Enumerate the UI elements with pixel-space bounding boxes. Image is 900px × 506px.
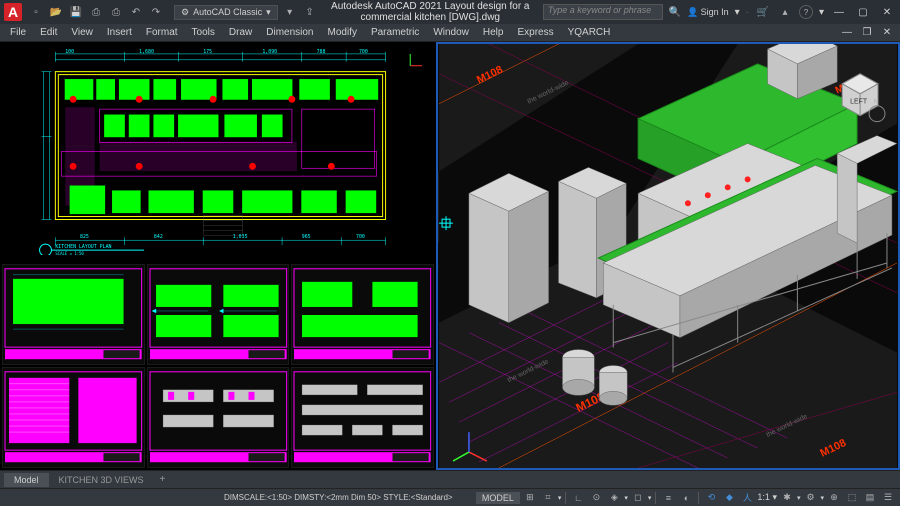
quick-access-toolbar: ▫ 📂 💾 ⎙ ⎙ ↶ ↷ ⚙AutoCAD Classic▾ ▾ ⇪ [28,4,318,20]
lineweight-icon[interactable]: ≡ [660,491,676,505]
iso-icon[interactable]: ◈ [606,491,622,505]
annotation-monitor-icon[interactable]: ⊕ [826,491,842,505]
svg-text:N: N [874,100,878,106]
sheet-thumb-1[interactable] [2,264,145,365]
menu-tools[interactable]: Tools [186,26,221,39]
3dosnap-icon[interactable]: ◆ [721,491,737,505]
sheet-thumb-4[interactable] [2,367,145,468]
dynucs-icon[interactable]: 人 [739,491,755,505]
svg-text:175: 175 [203,49,212,55]
plan-viewport[interactable]: 100 1,680 175 1,090 788 700 [0,42,436,262]
redo-icon[interactable]: ↷ [148,4,164,20]
svg-text:1,680: 1,680 [139,49,154,55]
svg-text:825: 825 [80,234,89,240]
snap-icon[interactable]: ⌗ [540,491,556,505]
polar-icon[interactable]: ⊙ [588,491,604,505]
layout-tabs: Model KITCHEN 3D VIEWS + [0,470,900,488]
menu-dimension[interactable]: Dimension [260,26,319,39]
workspace-dropdown[interactable]: ⚙AutoCAD Classic▾ [174,5,278,20]
a360-icon[interactable]: ▴ [777,4,793,20]
menu-edit[interactable]: Edit [34,26,63,39]
svg-text:SCALE = 1:50: SCALE = 1:50 [55,251,84,255]
tab-model[interactable]: Model [4,473,49,487]
menubar: File Edit View Insert Format Tools Draw … [0,24,900,42]
left-viewport-group: 100 1,680 175 1,090 788 700 [0,42,436,470]
svg-text:KITCHEN LAYOUT PLAN: KITCHEN LAYOUT PLAN [55,244,111,250]
app-logo[interactable]: A [4,3,22,21]
sheet-thumb-3[interactable] [291,264,434,365]
units-icon[interactable]: ⬚ [844,491,860,505]
titlebar: A ▫ 📂 💾 ⎙ ⎙ ↶ ↷ ⚙AutoCAD Classic▾ ▾ ⇪ Au… [0,0,900,24]
appstore-icon[interactable]: 🛒 [755,4,771,20]
cycling-icon[interactable]: ⟲ [703,491,719,505]
window-title: Autodesk AutoCAD 2021 Layout design for … [318,1,543,23]
search-icon[interactable]: 🔍 [669,7,681,18]
menu-express[interactable]: Express [511,26,559,39]
osnap-icon[interactable]: ◻ [630,491,646,505]
menu-help[interactable]: Help [477,26,510,39]
new-icon[interactable]: ▫ [28,4,44,20]
sheet-thumb-6[interactable] [291,367,434,468]
doc-restore-button[interactable]: ❐ [858,26,876,40]
menu-modify[interactable]: Modify [322,26,363,39]
ortho-icon[interactable]: ∟ [570,491,586,505]
menu-window[interactable]: Window [427,26,475,39]
sheet-thumbnails [0,262,436,470]
menu-file[interactable]: File [4,26,32,39]
svg-text:788: 788 [317,49,326,55]
workspace-switch-icon[interactable]: ⚙ [802,491,818,505]
svg-text:700: 700 [356,234,365,240]
grid-icon[interactable]: ⊞ [522,491,538,505]
svg-text:100: 100 [65,49,74,55]
close-button[interactable]: ✕ [878,5,896,19]
undo-icon[interactable]: ↶ [128,4,144,20]
svg-text:842: 842 [154,234,163,240]
svg-text:700: 700 [359,49,368,55]
maximize-button[interactable]: ▢ [854,5,872,19]
signin-button[interactable]: 👤Sign In [687,7,728,18]
transparency-icon[interactable]: ◐ [678,491,694,505]
doc-close-button[interactable]: ✕ [878,26,896,40]
saveas-icon[interactable]: ⎙ [88,4,104,20]
qat-overflow-icon[interactable]: ▾ [282,4,298,20]
share-icon[interactable]: ⇪ [302,4,318,20]
status-dim-info: DIMSCALE:<1:50> DIMSTY:<2mm Dim 50> STYL… [224,493,453,502]
annovisibility-icon[interactable]: ✱ [779,491,795,505]
quickprops-icon[interactable]: ▤ [862,491,878,505]
sheet-thumb-5[interactable] [147,367,290,468]
help-search-input[interactable]: Type a keyword or phrase [543,4,663,20]
menu-draw[interactable]: Draw [223,26,258,39]
menu-format[interactable]: Format [140,26,184,39]
tab-kitchen-3d[interactable]: KITCHEN 3D VIEWS [49,473,154,487]
model-toggle[interactable]: MODEL [476,492,520,504]
save-icon[interactable]: 💾 [68,4,84,20]
open-icon[interactable]: 📂 [48,4,64,20]
3d-viewport[interactable]: M108 the world-wide the world-wide M108 … [436,42,900,470]
annoscale[interactable]: 1:1 ▾ [757,492,777,503]
statusbar: DIMSCALE:<1:50> DIMSTY:<2mm Dim 50> STYL… [0,488,900,506]
help-icon[interactable]: ? [799,5,813,19]
svg-text:1,090: 1,090 [262,49,277,55]
plot-icon[interactable]: ⎙ [108,4,124,20]
minimize-button[interactable]: — [830,5,848,19]
menu-parametric[interactable]: Parametric [365,26,425,39]
svg-text:1,035: 1,035 [233,234,248,240]
doc-minimize-button[interactable]: — [838,26,856,40]
menu-yqarch[interactable]: YQARCH [562,26,617,39]
drawing-workspace: 100 1,680 175 1,090 788 700 [0,42,900,470]
customize-icon[interactable]: ☰ [880,491,896,505]
svg-text:965: 965 [302,234,311,240]
tab-add[interactable]: + [154,472,172,487]
menu-insert[interactable]: Insert [101,26,138,39]
menu-view[interactable]: View [65,26,99,39]
svg-text:LEFT: LEFT [850,99,868,106]
sheet-thumb-2[interactable] [147,264,290,365]
